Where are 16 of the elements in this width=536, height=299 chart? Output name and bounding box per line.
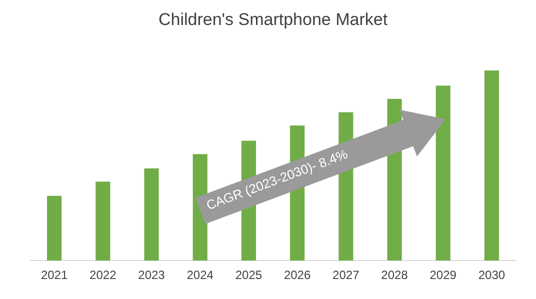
x-tick-label: 2028 [381,268,408,282]
x-tick-label: 2022 [90,268,117,282]
bar [436,86,450,261]
chart-title: Children's Smartphone Market [158,10,388,29]
x-tick-label: 2025 [235,268,262,282]
x-tick-label: 2030 [478,268,506,282]
x-tick-label: 2021 [40,268,68,282]
bar [484,70,499,261]
bar [47,196,62,261]
bar [144,168,159,261]
x-tick-label: 2029 [430,268,457,282]
x-tick-label: 2026 [284,268,311,282]
x-tick-label: 2027 [332,268,360,282]
bar [96,182,110,261]
x-tick-label: 2024 [186,268,214,282]
x-tick-label: 2023 [138,268,166,282]
